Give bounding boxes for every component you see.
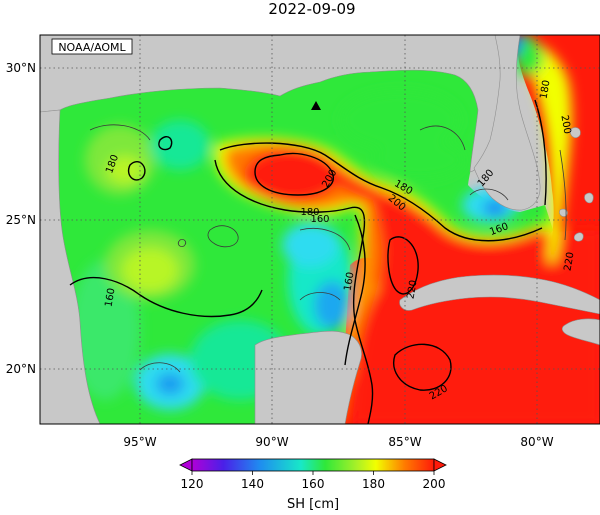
- lat-label: 30°N: [6, 61, 36, 75]
- colorbar-tick: 120: [181, 477, 204, 491]
- contour-label: 160: [342, 271, 356, 292]
- contour-label: 180: [538, 79, 552, 100]
- contour-label: 220: [562, 251, 576, 272]
- lon-label: 90°W: [255, 435, 288, 449]
- credit-box: [51, 38, 133, 55]
- land-mexico: [40, 109, 101, 424]
- land-hispaniola: [561, 318, 600, 346]
- station-marker-icon: [311, 101, 321, 110]
- contour-label: 160: [310, 214, 329, 225]
- colorbar-tick: 160: [302, 477, 325, 491]
- credit-text: NOAA/AOML: [58, 41, 126, 54]
- colorbar: 120 140 160 180 200 SH [cm]: [179, 458, 447, 512]
- lon-label: 95°W: [123, 435, 156, 449]
- colorbar-tick: 140: [241, 477, 264, 491]
- colorbar-tick: 200: [423, 477, 446, 491]
- colorbar-min-arrow: [179, 458, 193, 472]
- lon-label: 80°W: [520, 435, 553, 449]
- contour-label: 160: [103, 287, 117, 308]
- colorbar-label: SH [cm]: [287, 497, 339, 512]
- contour-label: 220: [405, 279, 419, 300]
- land-yucatan: [254, 330, 362, 424]
- contour-label: 180: [300, 207, 319, 218]
- lat-label: 20°N: [6, 362, 36, 376]
- contour-label: 200: [558, 114, 572, 135]
- map-title: 2022-09-09: [268, 0, 355, 18]
- colorbar-tick: 180: [362, 477, 385, 491]
- land-cuba: [399, 274, 600, 315]
- land-florida: [473, 35, 541, 211]
- lat-label: 25°N: [6, 213, 36, 227]
- colorbar-gradient: [191, 458, 435, 472]
- lon-label: 85°W: [388, 435, 421, 449]
- colorbar-max-arrow: [433, 458, 447, 472]
